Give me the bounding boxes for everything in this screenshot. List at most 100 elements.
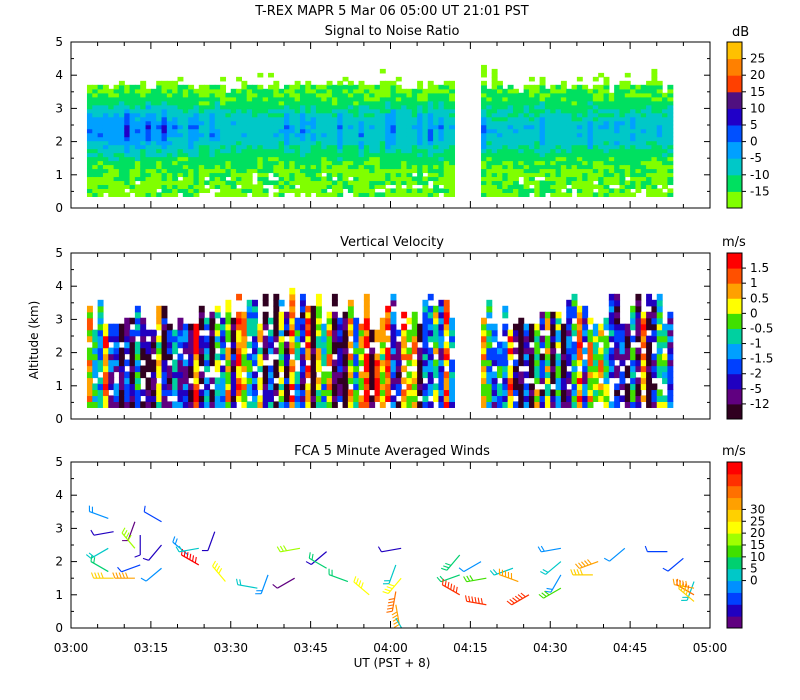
velocity-cell	[193, 353, 200, 361]
snr-cell	[619, 180, 626, 186]
snr-cell	[363, 84, 370, 90]
snr-cell	[640, 112, 647, 118]
snr-cell	[177, 136, 184, 142]
snr-cell	[118, 104, 125, 110]
velocity-cell	[560, 383, 567, 391]
snr-cell	[150, 120, 157, 126]
velocity-cell	[331, 293, 338, 301]
velocity-cell	[385, 353, 392, 361]
snr-cell	[667, 160, 674, 166]
snr-cell	[491, 72, 498, 78]
snr-cell	[497, 164, 503, 170]
snr-cell	[220, 120, 227, 126]
snr-cell	[124, 84, 131, 90]
snr-cell	[214, 168, 221, 174]
snr-cell	[150, 164, 157, 170]
snr-cell	[614, 176, 621, 182]
velocity-cell	[592, 383, 599, 391]
snr-cell	[539, 188, 546, 193]
snr-cell	[214, 152, 221, 158]
velocity-cell	[427, 293, 434, 301]
snr-cell	[614, 96, 621, 102]
snr-cell	[486, 112, 493, 118]
snr-cell	[667, 192, 674, 197]
snr-cell	[273, 96, 280, 102]
snr-cell	[587, 92, 594, 98]
velocity-cell	[539, 371, 546, 379]
colorbar-swatch	[727, 521, 742, 534]
velocity-cell	[124, 371, 131, 379]
snr-cell	[294, 96, 301, 102]
snr-cell	[401, 132, 408, 138]
velocity-cell	[214, 359, 221, 367]
snr-cell	[550, 112, 557, 118]
velocity-cell	[619, 371, 626, 379]
snr-cell	[401, 116, 408, 122]
snr-cell	[491, 176, 498, 182]
velocity-cell	[592, 341, 599, 349]
snr-cell	[102, 96, 109, 102]
snr-cell	[635, 108, 642, 114]
snr-cell	[417, 120, 424, 126]
snr-cell	[294, 172, 301, 178]
snr-cell	[512, 180, 519, 186]
velocity-cell	[118, 335, 125, 343]
velocity-cell	[630, 311, 637, 319]
velocity-cell	[417, 359, 424, 367]
snr-cell	[379, 168, 386, 174]
snr-cell	[289, 160, 296, 166]
colorbar-swatch	[727, 268, 742, 284]
snr-cell	[449, 120, 455, 126]
snr-cell	[566, 176, 573, 182]
velocity-cell	[102, 371, 109, 379]
wind-barb-feather	[94, 572, 98, 579]
velocity-cell	[347, 329, 354, 337]
snr-cell	[534, 112, 541, 118]
velocity-cell	[608, 329, 615, 337]
wind-barb-staff	[145, 567, 162, 582]
snr-cell	[406, 104, 413, 110]
velocity-cell	[262, 377, 269, 385]
velocity-cell	[619, 335, 626, 343]
snr-cell	[294, 92, 301, 98]
velocity-cell	[182, 329, 189, 337]
velocity-cell	[486, 359, 493, 367]
snr-cell	[635, 112, 642, 118]
velocity-cell	[331, 365, 338, 373]
velocity-cell	[321, 401, 328, 408]
snr-cell	[379, 132, 386, 138]
snr-cell	[262, 188, 269, 193]
snr-cell	[667, 124, 674, 130]
velocity-cell	[241, 389, 248, 397]
snr-cell	[646, 92, 653, 98]
snr-cell	[246, 88, 253, 94]
snr-cell	[134, 136, 141, 142]
snr-cell	[278, 132, 285, 138]
velocity-cell	[427, 377, 434, 385]
snr-cell	[587, 108, 594, 114]
snr-cell	[257, 112, 264, 118]
snr-cell	[113, 156, 120, 162]
snr-cell	[449, 160, 455, 166]
velocity-cell	[550, 377, 557, 385]
velocity-cell	[438, 389, 445, 397]
snr-cell	[347, 188, 354, 193]
velocity-cell	[278, 383, 285, 391]
snr-cell	[241, 152, 248, 158]
snr-cell	[598, 72, 605, 78]
velocity-cell	[523, 329, 530, 337]
snr-cell	[86, 192, 93, 197]
snr-cell	[172, 176, 179, 182]
snr-cell	[518, 152, 525, 158]
velocity-cell	[550, 365, 557, 373]
snr-cell	[113, 96, 120, 102]
snr-cell	[481, 88, 487, 94]
snr-cell	[406, 100, 413, 106]
snr-cell	[624, 148, 631, 154]
snr-cell	[539, 156, 546, 162]
snr-cell	[433, 140, 440, 146]
snr-cell	[481, 80, 487, 86]
snr-cell	[134, 108, 141, 114]
snr-cell	[172, 136, 179, 142]
velocity-cell	[140, 365, 147, 373]
